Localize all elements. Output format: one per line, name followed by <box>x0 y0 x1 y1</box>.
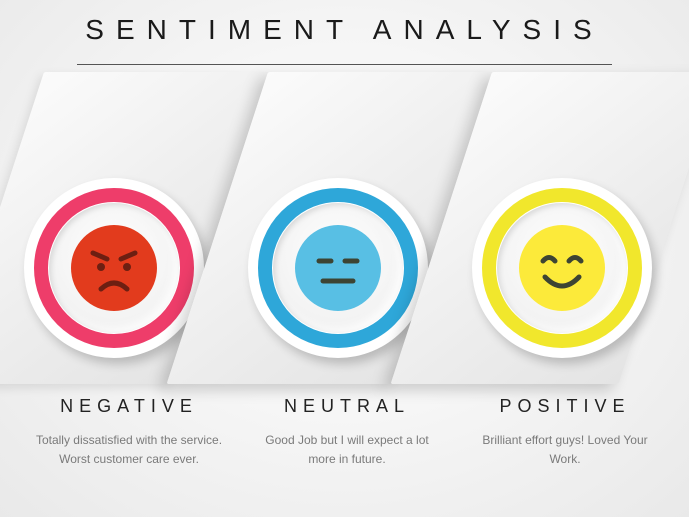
card-neutral-panel <box>167 72 496 384</box>
card-positive-panel <box>391 72 689 384</box>
ring-positive <box>482 188 642 348</box>
ring-negative <box>34 188 194 348</box>
ring-neutral <box>258 188 418 348</box>
label-col-negative: NEGATIVE Totally dissatisfied with the s… <box>20 396 238 468</box>
happy-face-svg <box>519 225 605 311</box>
card-negative-panel <box>0 72 272 384</box>
card-neutral <box>268 72 496 384</box>
desc-neutral: Good Job but I will expect a lot more in… <box>250 431 444 468</box>
angry-face-svg <box>71 225 157 311</box>
face-angry-icon <box>71 225 157 311</box>
face-happy-icon <box>519 225 605 311</box>
category-neutral: NEUTRAL <box>250 396 444 417</box>
category-negative: NEGATIVE <box>32 396 226 417</box>
medallion-neutral <box>248 178 428 358</box>
title-underline <box>77 64 612 65</box>
medallion-positive <box>472 178 652 358</box>
neutral-face-svg <box>295 225 381 311</box>
page-title-text: SENTIMENT ANALYSIS <box>85 14 603 45</box>
card-positive <box>492 72 689 384</box>
page-title: SENTIMENT ANALYSIS <box>0 14 689 46</box>
face-neutral-icon <box>295 225 381 311</box>
desc-positive: Brilliant effort guys! Loved Your Work. <box>468 431 662 468</box>
sentiment-analysis-infographic: SENTIMENT ANALYSIS <box>0 0 689 517</box>
card-negative <box>44 72 272 384</box>
category-positive: POSITIVE <box>468 396 662 417</box>
label-col-positive: POSITIVE Brilliant effort guys! Loved Yo… <box>456 396 674 468</box>
desc-negative: Totally dissatisfied with the service. W… <box>32 431 226 468</box>
cards-row <box>0 72 689 392</box>
label-col-neutral: NEUTRAL Good Job but I will expect a lot… <box>238 396 456 468</box>
medallion-negative <box>24 178 204 358</box>
